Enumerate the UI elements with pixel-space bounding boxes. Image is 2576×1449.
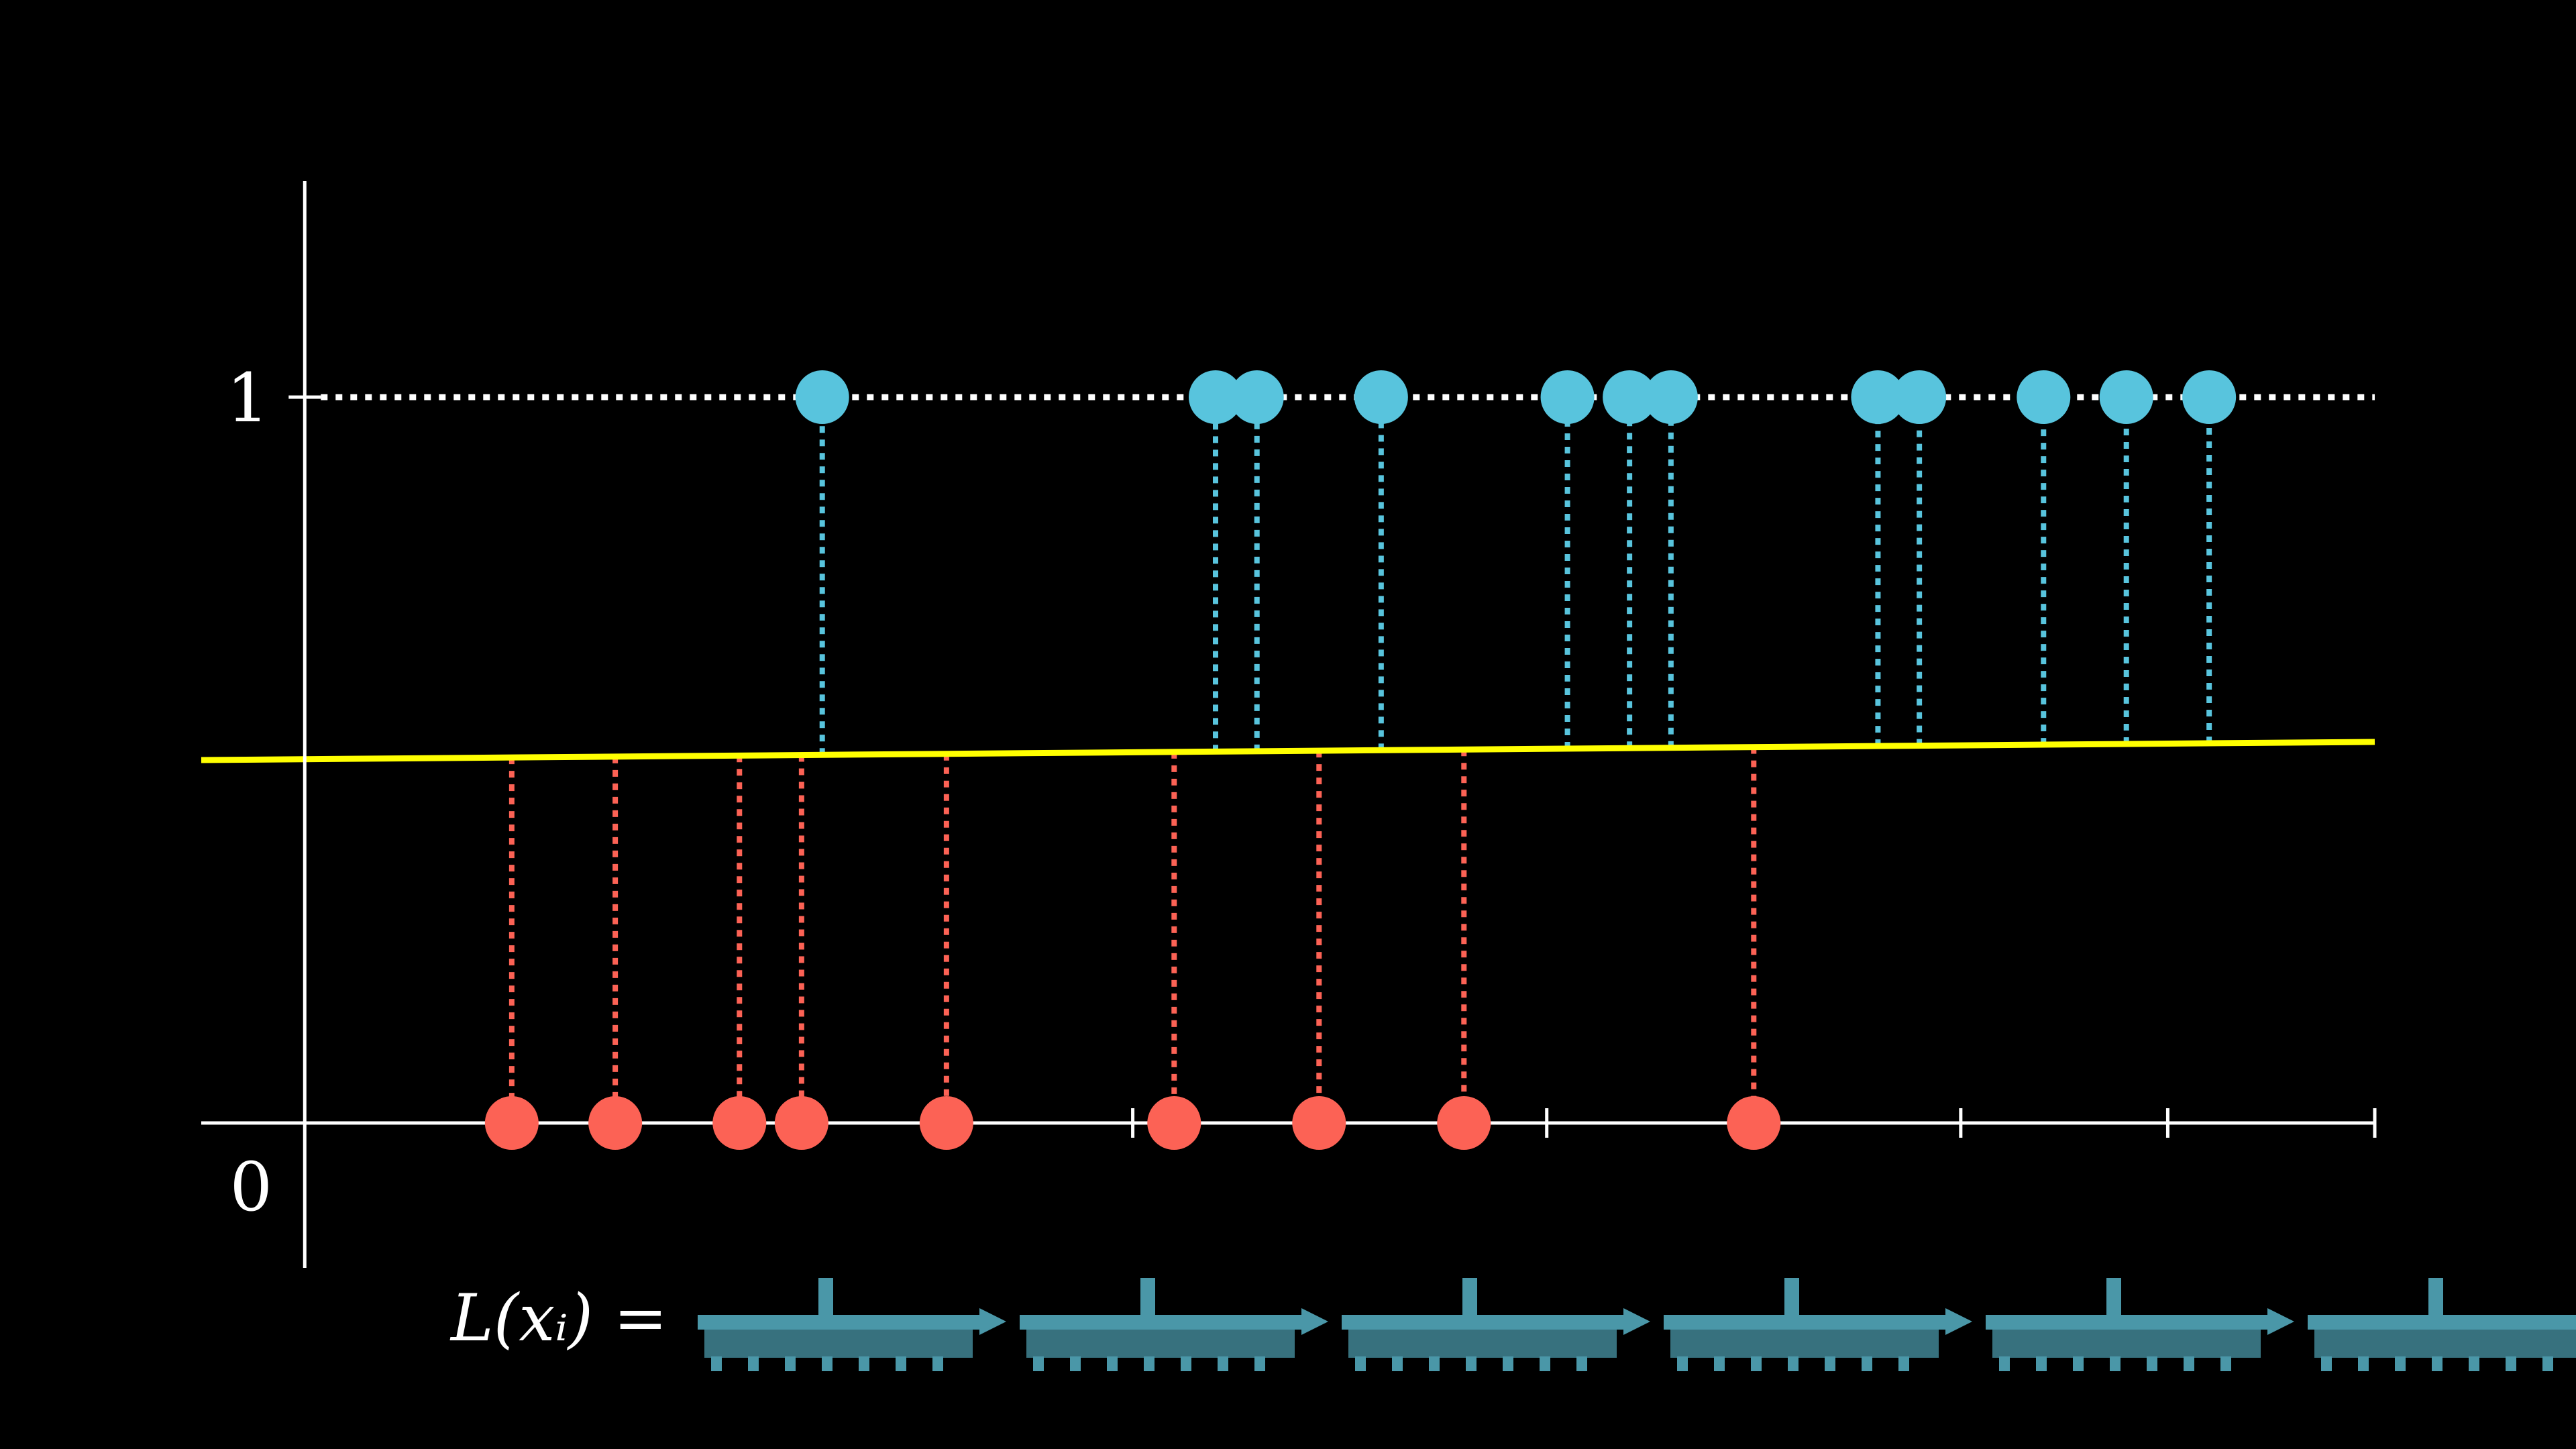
formula-term-3 (1664, 1278, 1972, 1371)
point-s1-0 (795, 370, 849, 424)
point-s0-0 (484, 1096, 539, 1150)
y-tick-label-0: 0 (229, 1148, 272, 1226)
point-s1-7 (1851, 370, 1905, 424)
axes (201, 181, 2377, 1268)
point-s0-5 (1147, 1096, 1201, 1150)
point-s1-3 (1354, 370, 1408, 424)
point-s1-6 (1644, 370, 1698, 424)
formula-terms (698, 1278, 2576, 1371)
formula: L(xᵢ) = (449, 1278, 2576, 1371)
point-s1-2 (1230, 370, 1284, 424)
formula-lhs: L(xᵢ) = (449, 1281, 667, 1356)
fit-line-layer (201, 739, 2375, 763)
formula-term-5 (2308, 1278, 2576, 1371)
point-s0-8 (1727, 1096, 1781, 1150)
formula-term-4 (1986, 1278, 2294, 1371)
point-s1-8 (1892, 370, 1947, 424)
formula-term-1 (1020, 1278, 1328, 1371)
point-s1-1 (1189, 370, 1242, 424)
point-s1-9 (2017, 370, 2071, 424)
formula-term-2 (1342, 1278, 1650, 1371)
point-s1-10 (2099, 370, 2153, 424)
point-s1-5 (1603, 370, 1657, 424)
point-s0-4 (919, 1096, 973, 1150)
formula-term-0 (698, 1278, 1006, 1371)
point-s0-3 (774, 1096, 828, 1150)
point-s1-11 (2182, 370, 2237, 424)
fit-line (201, 739, 2375, 763)
point-s0-1 (588, 1096, 643, 1150)
point-s0-2 (712, 1096, 767, 1150)
point-s1-4 (1540, 370, 1595, 424)
y-tick-label-1: 1 (226, 359, 269, 437)
data-points (484, 370, 2237, 1150)
guide-lines (321, 394, 2375, 1123)
y-tick-labels: 01 (226, 359, 272, 1226)
point-s0-7 (1437, 1096, 1491, 1150)
point-s0-6 (1292, 1096, 1346, 1150)
